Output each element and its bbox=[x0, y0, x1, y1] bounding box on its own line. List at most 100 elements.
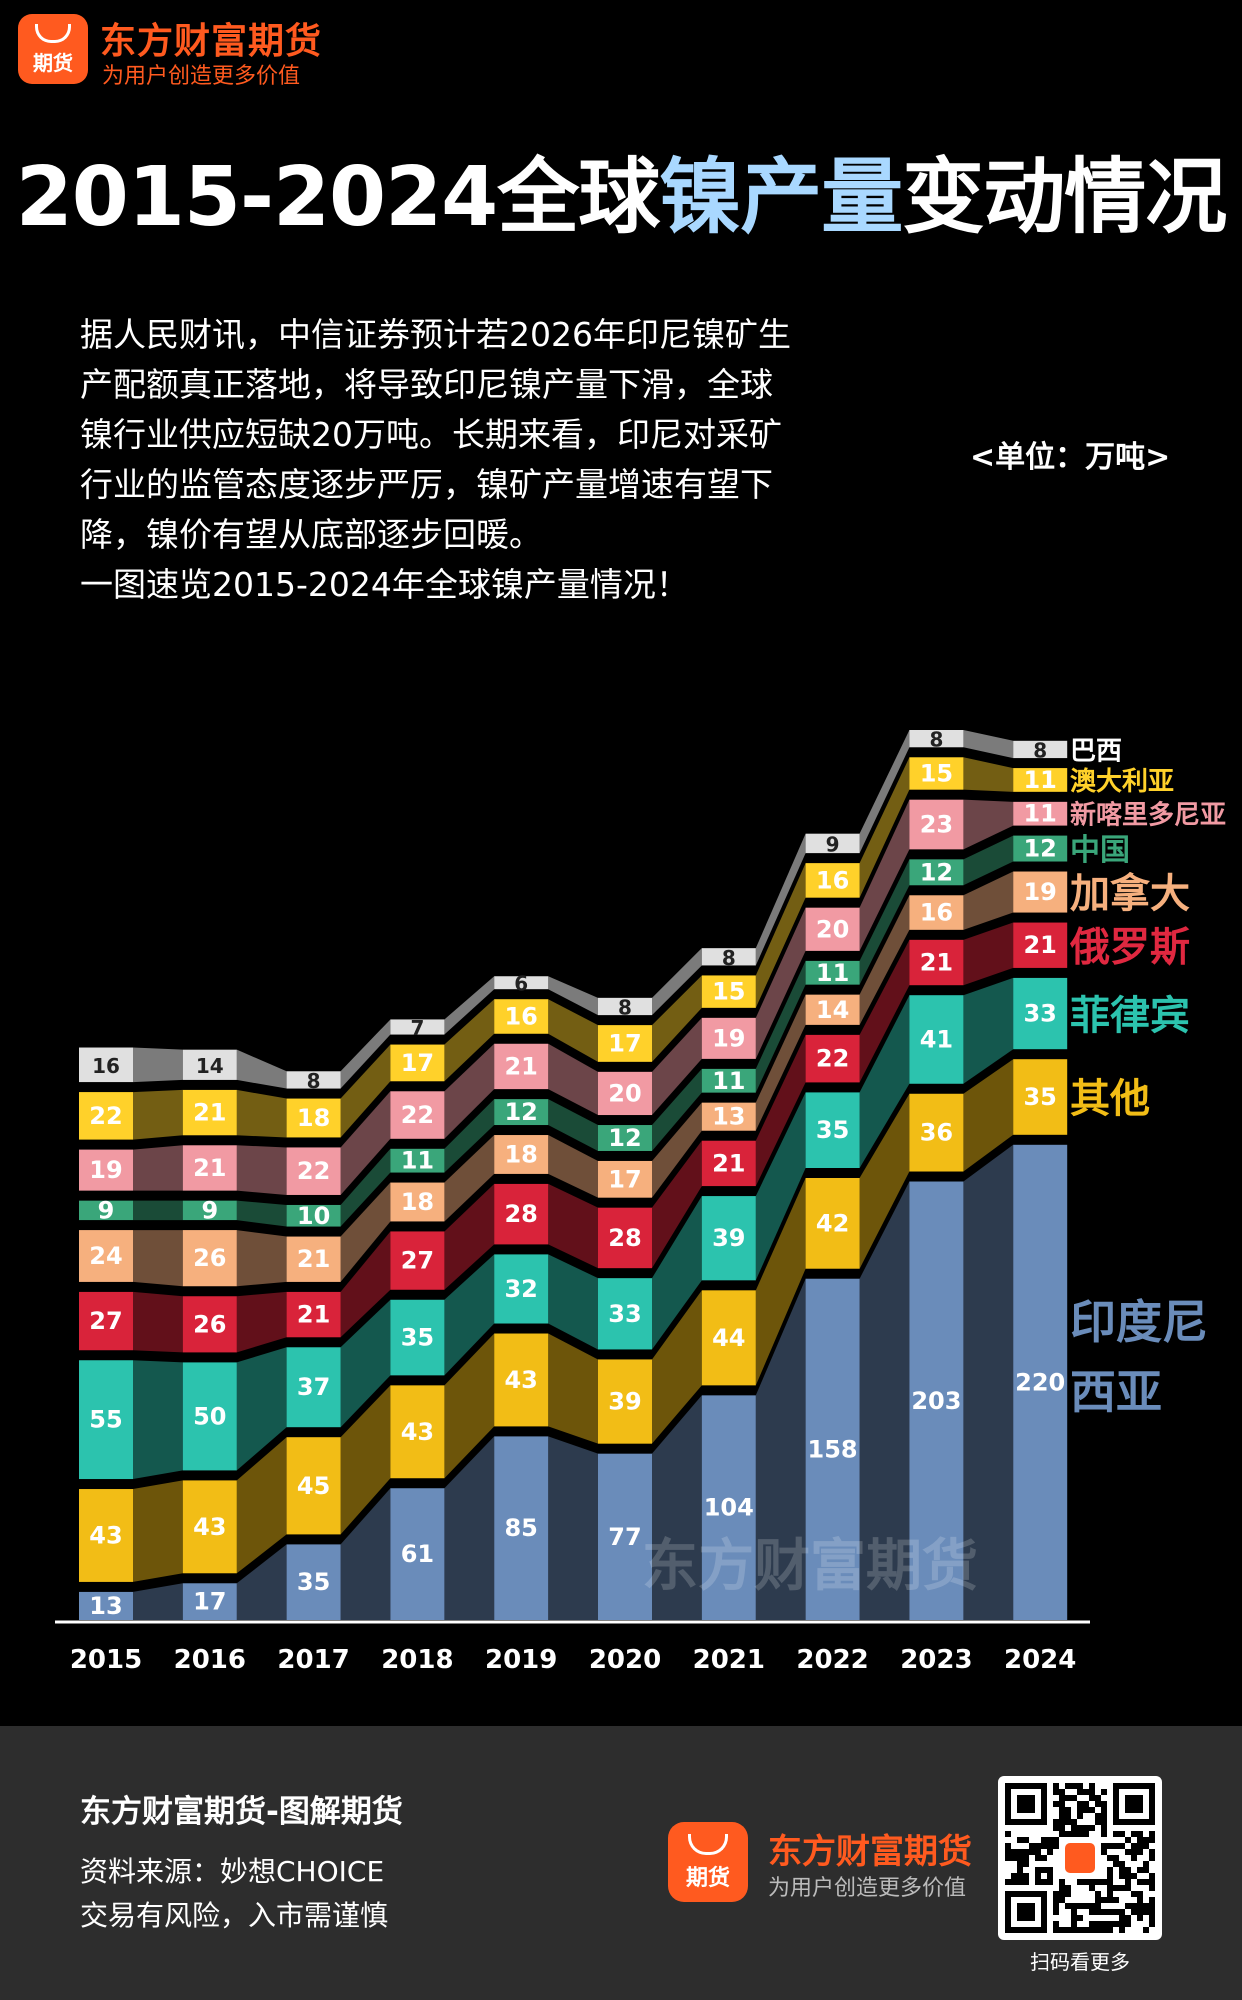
data-label: 36 bbox=[920, 1119, 953, 1147]
flow-band bbox=[652, 975, 702, 1062]
flow-band bbox=[133, 1291, 183, 1353]
data-label: 19 bbox=[89, 1156, 122, 1184]
data-label: 22 bbox=[816, 1045, 849, 1073]
flow-band bbox=[652, 1102, 702, 1198]
bar-segment bbox=[286, 1204, 341, 1227]
bar-segment bbox=[182, 1296, 237, 1353]
risk-warning: 交易有风险，入市需谨慎 bbox=[80, 1899, 389, 1932]
stacked-bar-chart: 1343552724919221620151743502626921211420… bbox=[55, 728, 1226, 1675]
bar-segment bbox=[909, 995, 964, 1084]
bar-segment bbox=[909, 757, 964, 790]
bar-segment bbox=[79, 1047, 133, 1083]
bar-segment bbox=[494, 999, 549, 1034]
logo-text: 期货 bbox=[33, 51, 73, 75]
bar-segment bbox=[909, 939, 964, 986]
data-label: 13 bbox=[712, 1103, 745, 1131]
legend-label: 中国 bbox=[1070, 833, 1130, 868]
flow-band bbox=[444, 976, 495, 1035]
bar-segment bbox=[1013, 1059, 1068, 1135]
flow-band bbox=[755, 833, 806, 966]
data-label: 21 bbox=[297, 1301, 330, 1329]
data-label: 13 bbox=[89, 1592, 122, 1620]
data-label: 21 bbox=[297, 1245, 330, 1273]
flow-band bbox=[859, 730, 910, 854]
bar-segment bbox=[1013, 922, 1068, 968]
bar-segment bbox=[390, 1385, 445, 1479]
data-label: 220 bbox=[1015, 1368, 1065, 1396]
data-label: 24 bbox=[89, 1242, 122, 1270]
unit-label: <单位：万吨> bbox=[970, 440, 1171, 475]
qr-code-icon[interactable] bbox=[998, 1776, 1162, 1940]
bar-segment bbox=[494, 1183, 549, 1245]
data-label: 35 bbox=[297, 1568, 330, 1596]
flow-bands bbox=[133, 730, 1014, 1620]
flow-band bbox=[236, 1347, 287, 1471]
data-label: 20 bbox=[816, 915, 849, 943]
flow-band bbox=[755, 1092, 806, 1281]
bar-segment bbox=[286, 1347, 341, 1428]
flow-band bbox=[444, 1254, 495, 1376]
x-tick-label: 2015 bbox=[70, 1645, 142, 1675]
data-label: 104 bbox=[704, 1494, 754, 1522]
flow-band bbox=[236, 1291, 287, 1353]
bar-segments bbox=[79, 730, 1068, 1620]
data-label: 8 bbox=[618, 995, 632, 1019]
flow-band bbox=[340, 1044, 391, 1138]
bar-segment bbox=[390, 1488, 445, 1620]
data-label: 19 bbox=[1023, 878, 1056, 906]
flow-band bbox=[548, 1436, 598, 1620]
data-label: 35 bbox=[401, 1324, 434, 1352]
bar-segment bbox=[805, 960, 860, 985]
flow-band bbox=[444, 999, 495, 1082]
bar-segment bbox=[494, 1254, 549, 1324]
data-label: 28 bbox=[608, 1224, 641, 1252]
data-label: 26 bbox=[193, 1310, 226, 1338]
bar-segment bbox=[182, 1200, 237, 1221]
data-label: 12 bbox=[504, 1098, 537, 1126]
data-label: 23 bbox=[920, 811, 953, 839]
flow-band bbox=[859, 799, 910, 951]
data-label: 9 bbox=[98, 1196, 115, 1224]
flow-band bbox=[236, 1544, 287, 1620]
bar-segment bbox=[79, 1291, 133, 1351]
flow-band bbox=[963, 730, 1014, 759]
data-label: 43 bbox=[193, 1513, 226, 1541]
data-label: 26 bbox=[193, 1244, 226, 1272]
data-label: 11 bbox=[401, 1147, 434, 1175]
data-label: 42 bbox=[816, 1209, 849, 1237]
bar-segment bbox=[909, 799, 964, 850]
data-label: 33 bbox=[1023, 1000, 1056, 1028]
flow-band bbox=[444, 1043, 495, 1139]
bar-segment bbox=[390, 1019, 445, 1035]
data-label: 44 bbox=[712, 1324, 745, 1352]
data-label: 14 bbox=[816, 996, 849, 1024]
data-source: 资料来源：妙想CHOICE bbox=[80, 1855, 385, 1888]
flow-band bbox=[548, 999, 598, 1062]
bar-segment bbox=[701, 1196, 756, 1281]
intro-line: 镍行业供应短缺20万吨。长期来看，印尼对采矿 bbox=[80, 415, 782, 454]
data-label: 14 bbox=[196, 1054, 224, 1078]
legend-label: 巴西 bbox=[1070, 736, 1122, 766]
legend-label: 印度尼 bbox=[1070, 1295, 1208, 1349]
data-label: 55 bbox=[89, 1406, 122, 1434]
data-label: 8 bbox=[307, 1069, 321, 1093]
flow-band bbox=[755, 994, 806, 1131]
flow-band bbox=[755, 1278, 806, 1620]
bar-segment bbox=[598, 1160, 652, 1198]
flow-band bbox=[548, 1183, 598, 1269]
bar-segment bbox=[79, 1489, 133, 1582]
bar-segment bbox=[598, 1207, 652, 1269]
bar-segment bbox=[598, 997, 652, 1016]
intro-line: 降，镍价有望从底部逐步回暖。 bbox=[80, 515, 542, 554]
data-label: 50 bbox=[193, 1402, 226, 1430]
bar-segment bbox=[1013, 768, 1068, 792]
flow-band bbox=[340, 1019, 391, 1089]
data-label: 22 bbox=[89, 1102, 122, 1130]
data-label: 11 bbox=[712, 1067, 745, 1095]
flow-band bbox=[859, 995, 910, 1168]
data-label: 43 bbox=[89, 1521, 122, 1549]
bar-segment bbox=[701, 1290, 756, 1386]
data-label: 18 bbox=[401, 1188, 434, 1216]
brand-logo-icon: 期货 bbox=[18, 14, 88, 84]
bar-segment bbox=[286, 1236, 341, 1282]
